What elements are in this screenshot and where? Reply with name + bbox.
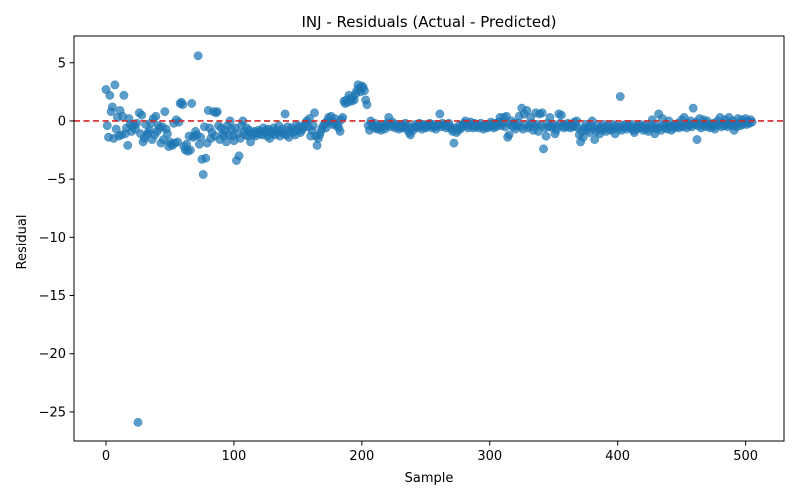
y-tick-label: −20 [39,347,66,362]
y-tick-label: −25 [39,405,66,420]
data-point [280,109,290,119]
x-tick-label: 0 [102,449,110,464]
x-tick-label: 100 [221,449,246,464]
data-point [522,106,532,115]
data-point [198,170,208,179]
data-point [212,107,222,117]
data-point [102,121,112,131]
data-point [173,137,183,147]
data-point [133,417,143,427]
plot-area [73,35,785,442]
data-point [362,100,372,110]
data-point [201,153,211,163]
data-point [196,132,206,142]
x-tick-label: 500 [733,449,758,464]
y-tick-label: −5 [47,173,66,188]
data-point [359,86,369,96]
data-point [747,117,757,127]
y-tick-label: −15 [39,289,66,304]
chart-title: INJ - Residuals (Actual - Predicted) [301,13,556,31]
y-tick-label: 5 [58,56,66,71]
data-point [174,117,184,127]
data-point [541,131,551,141]
x-axis-label: Sample [405,471,454,486]
data-point [537,108,547,118]
data-point [504,130,514,140]
data-point [556,110,566,120]
data-point [151,111,161,121]
data-point [615,92,625,101]
x-tick-label: 400 [605,449,630,464]
y-axis-label: Residual [15,215,30,270]
data-point [162,129,172,139]
data-point [692,135,702,145]
data-point [178,100,188,110]
data-point [539,144,548,154]
data-point [193,51,203,61]
x-tick-label: 300 [477,449,502,464]
y-tick-label: 0 [58,114,66,129]
y-axis-ticks: 5 0 −5 −10 −15 −20 −25 [39,56,74,420]
data-point [435,109,445,119]
data-point [119,90,129,100]
data-point [578,132,588,142]
data-point [310,108,319,118]
data-point [137,110,147,120]
data-point [105,90,115,100]
data-point [185,145,195,155]
data-point [449,138,459,148]
data-point [110,80,120,90]
data-point [187,99,197,108]
data-point [234,151,244,161]
data-point [107,102,117,112]
data-point [160,107,170,117]
plot-frame [73,35,785,442]
x-axis-ticks: 0 100 200 300 400 500 [102,441,758,464]
x-tick-label: 200 [349,449,374,464]
data-point [308,121,318,131]
data-point [688,103,698,113]
data-point [335,126,345,136]
y-tick-label: −10 [39,231,66,246]
data-point [123,140,133,150]
